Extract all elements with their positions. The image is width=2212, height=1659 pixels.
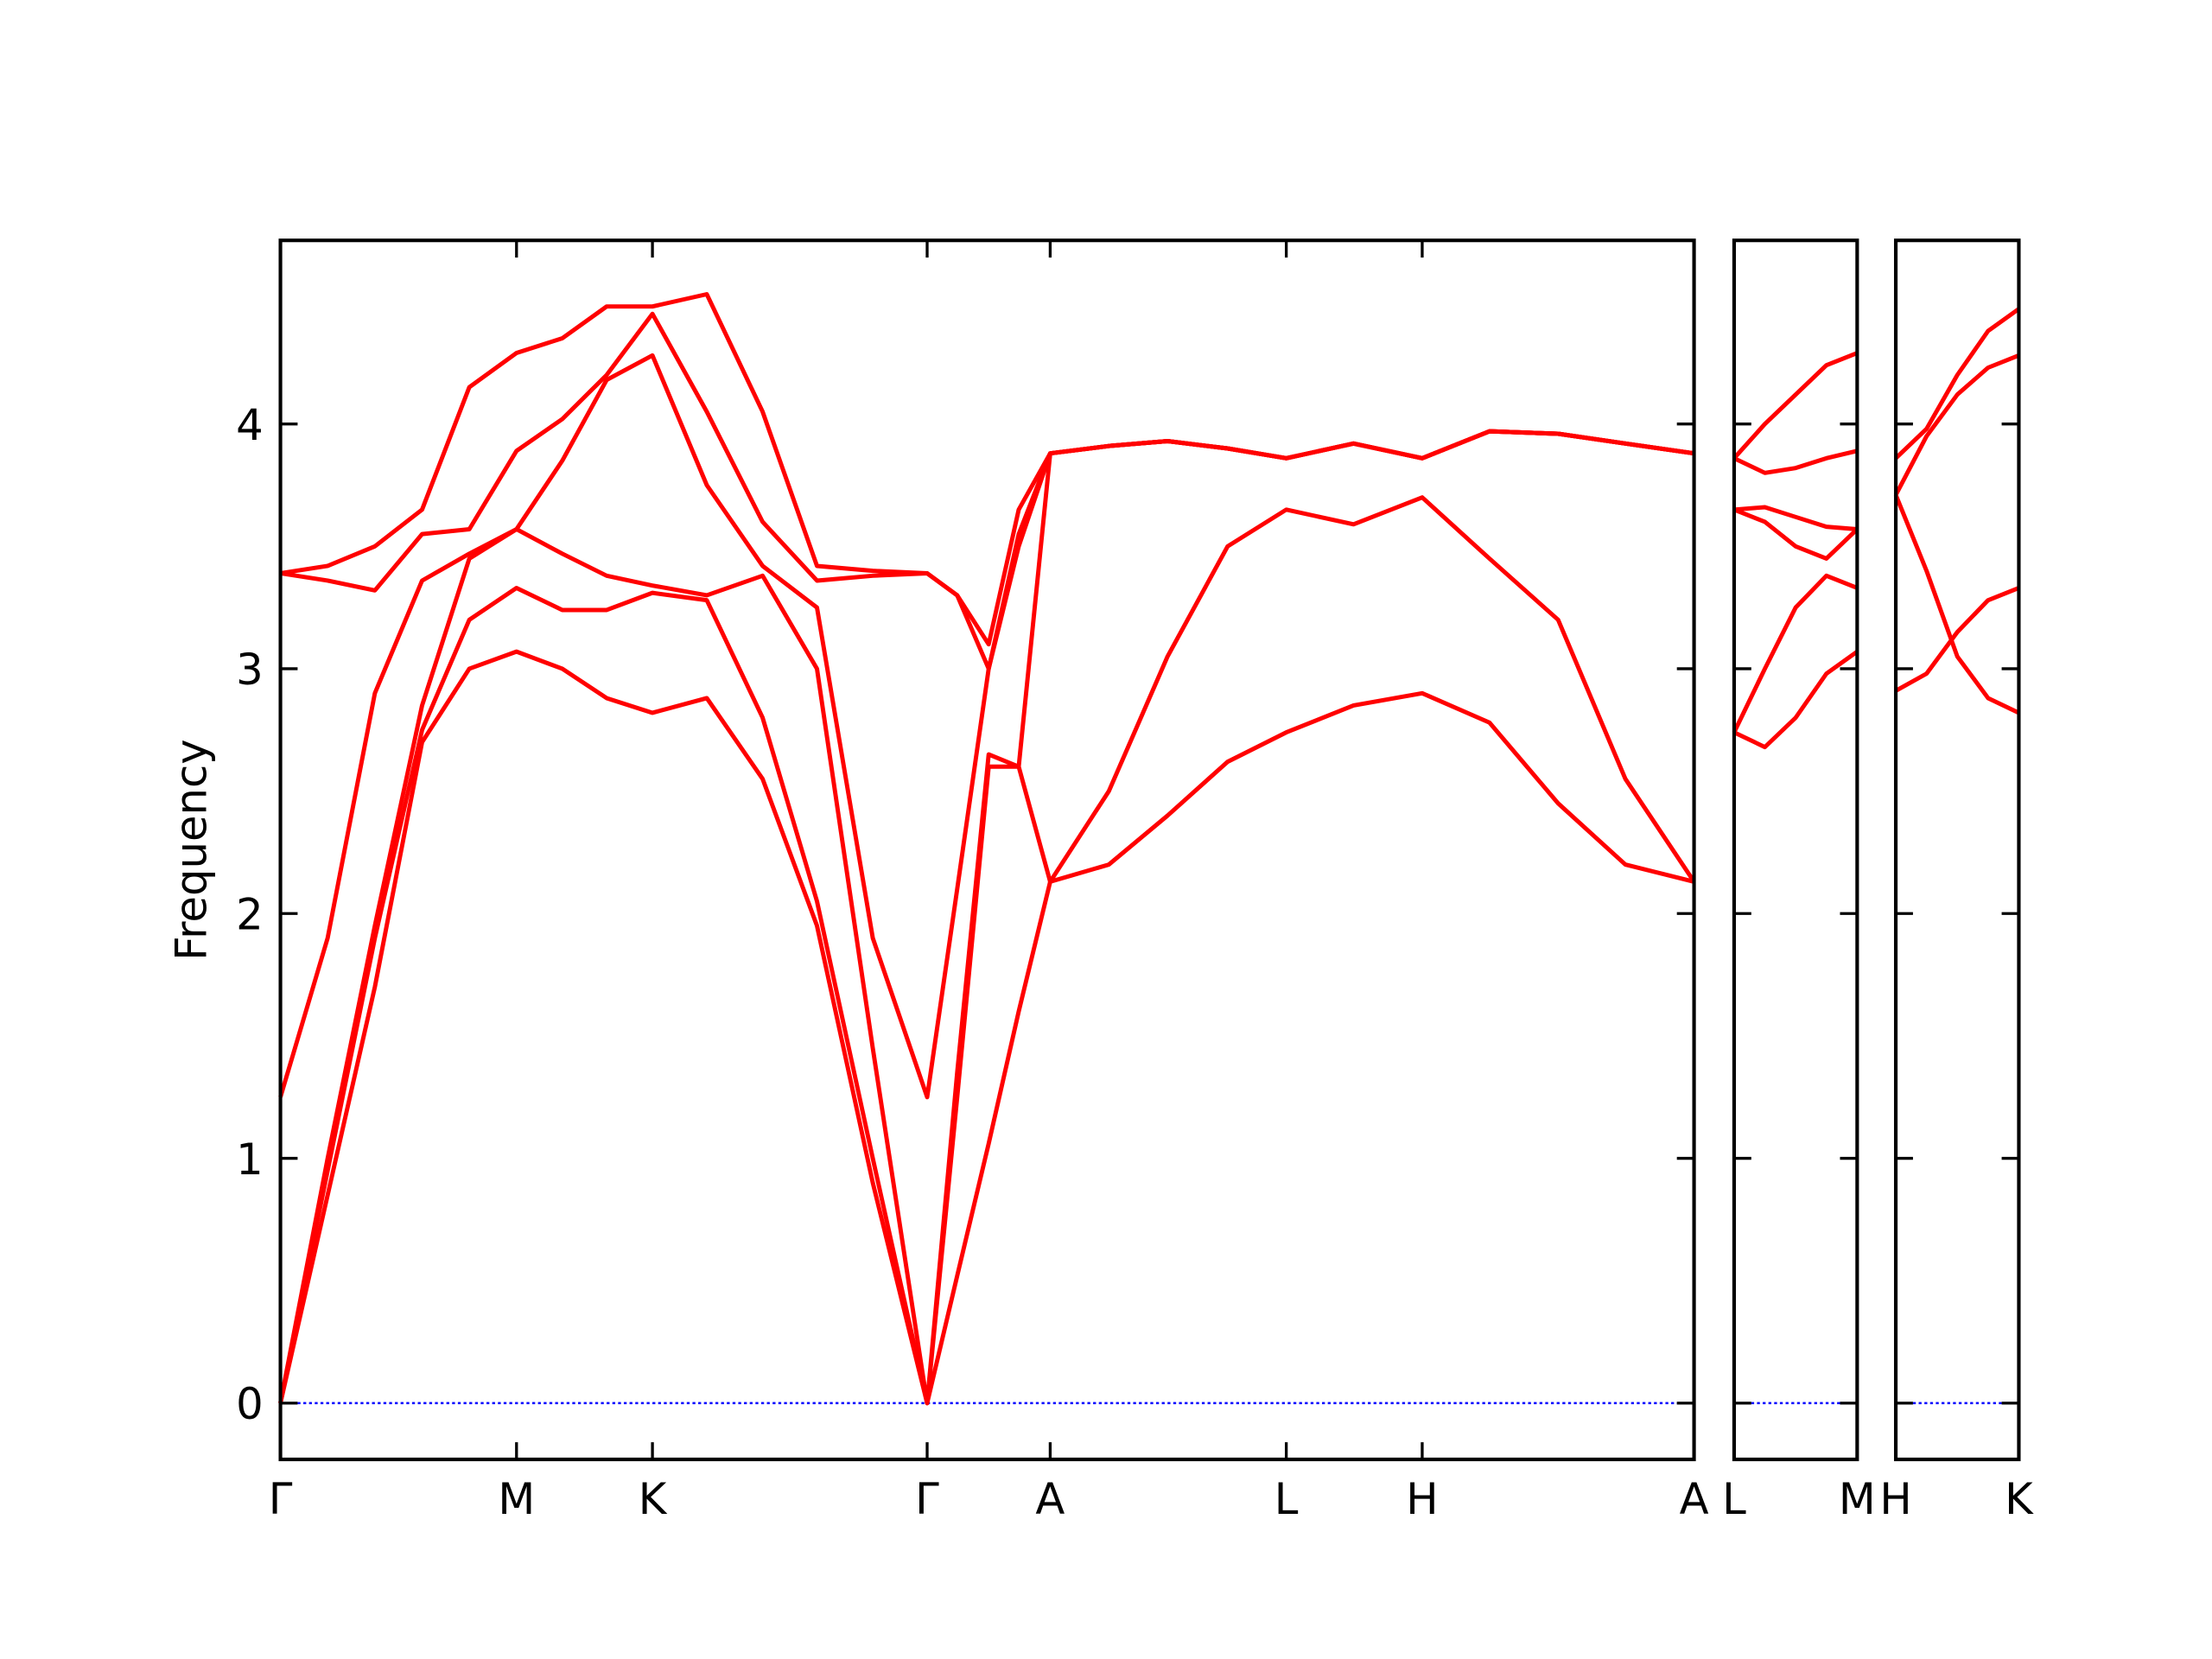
axes-frame	[1893, 238, 2021, 1462]
y-tick-label: 4	[236, 400, 264, 450]
band-line	[1732, 351, 1859, 460]
x-tick-label: M	[1839, 1474, 1876, 1524]
band-line	[1732, 448, 1858, 475]
y-tick-label: 3	[236, 645, 264, 695]
x-tick-label: H	[1879, 1474, 1911, 1524]
x-tick-label: A	[1680, 1474, 1709, 1524]
y-axis-label: Frequency	[166, 739, 216, 961]
y-tick-label: 2	[236, 889, 264, 939]
band-line	[1732, 573, 1859, 734]
y-tick-label: 1	[236, 1135, 264, 1185]
axes-frame	[278, 238, 1696, 1462]
x-tick-label: A	[1035, 1474, 1065, 1524]
x-tick-label: Γ	[269, 1474, 293, 1524]
band-line	[1894, 307, 2020, 461]
x-tick-label: H	[1406, 1474, 1438, 1524]
band-line	[1893, 493, 2020, 715]
band-line	[1894, 586, 2020, 693]
x-tick-label: M	[498, 1474, 535, 1524]
x-tick-label: L	[1274, 1474, 1299, 1524]
band-line	[1733, 507, 1859, 561]
band-line	[1732, 650, 1859, 750]
x-tick-label: K	[639, 1474, 668, 1524]
x-tick-label: L	[1722, 1474, 1746, 1524]
band-line	[1733, 505, 1858, 531]
band-line	[280, 292, 1694, 647]
y-tick-label: 0	[236, 1379, 264, 1429]
band-line	[278, 649, 1695, 1406]
axes-frame	[1732, 238, 1859, 1462]
x-tick-label: K	[2005, 1474, 2034, 1524]
x-tick-label: Γ	[915, 1474, 939, 1524]
band-line	[1893, 353, 2020, 496]
